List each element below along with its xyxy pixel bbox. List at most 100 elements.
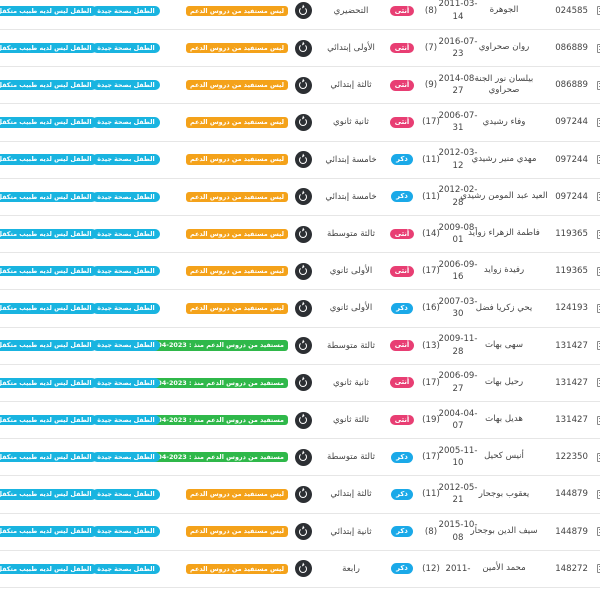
support-cell: ليس مستفيد من دروس الدعم xyxy=(160,514,290,550)
table-row: 086889 روان صحراوي 2016-07- 23 (7) أنثى ا… xyxy=(0,30,600,68)
child-age: (11) xyxy=(422,489,440,500)
history-icon xyxy=(299,416,307,425)
document-icon xyxy=(596,229,600,239)
document-icon xyxy=(596,489,600,499)
school-level: رابعة xyxy=(342,563,360,574)
history-button[interactable] xyxy=(294,560,312,578)
doctor-status-badge: الطفل ليس لديه طبيب متكفل xyxy=(0,526,97,537)
action-cell xyxy=(292,290,314,326)
health-cell: الطفل بصحة جيدة xyxy=(92,179,160,215)
health-cell: الطفل بصحة جيدة xyxy=(92,328,160,364)
sex-cell: ذكر xyxy=(388,439,416,475)
doctor-cell: الطفل ليس لديه طبيب متكفل xyxy=(0,253,97,289)
health-cell: الطفل بصحة جيدة xyxy=(92,514,160,550)
row-icon-cell xyxy=(590,142,600,178)
document-icon xyxy=(596,303,600,313)
health-status-badge: الطفل بصحة جيدة xyxy=(92,42,160,54)
support-cell: ليس مستفيد من دروس الدعم xyxy=(160,30,290,66)
support-cell: ليس مستفيد من دروس الدعم xyxy=(160,67,290,103)
health-status-badge: الطفل بصحة جيدة xyxy=(92,563,160,575)
health-cell: الطفل بصحة جيدة xyxy=(92,476,160,512)
child-name: وفاء رشيدي xyxy=(482,116,526,127)
sex-badge: ذكر xyxy=(391,489,413,500)
table-row: 119365 فاطمة الزهراء زوايد 2009-08- 01 (1… xyxy=(0,216,600,254)
row-icon-cell xyxy=(590,216,600,252)
history-button[interactable] xyxy=(294,485,312,503)
sex-cell: ذكر xyxy=(388,142,416,178)
history-button[interactable] xyxy=(294,374,312,392)
history-button[interactable] xyxy=(294,113,312,131)
doctor-cell: الطفل ليس لديه طبيب متكفل xyxy=(0,67,97,103)
document-icon xyxy=(596,378,600,388)
history-icon xyxy=(299,155,307,164)
school-level: ثالثة متوسطة xyxy=(326,229,376,240)
health-cell: الطفل بصحة جيدة xyxy=(92,216,160,252)
child-age: (17) xyxy=(422,377,440,388)
history-button[interactable] xyxy=(294,2,312,20)
history-button[interactable] xyxy=(294,225,312,243)
support-cell: مستفيد من دروس الدعم منذ : 2023-04-09 xyxy=(141,402,290,438)
child-name: محمد الأمين xyxy=(482,563,526,574)
support-cell: ليس مستفيد من دروس الدعم xyxy=(160,476,290,512)
support-cell: ليس مستفيد من دروس الدعم xyxy=(160,551,290,587)
history-button[interactable] xyxy=(294,39,312,57)
sex-badge: أنثى xyxy=(389,117,415,128)
birth-date-text: 2006-09- 27 xyxy=(438,371,478,394)
family-id: 148272 xyxy=(555,563,588,574)
history-icon xyxy=(299,192,307,201)
birth-date-text: 2009-11- 28 xyxy=(438,334,478,357)
action-cell xyxy=(292,30,314,66)
sex-badge: ذكر xyxy=(391,191,413,203)
health-status-badge: الطفل بصحة جيدة xyxy=(92,377,160,389)
birth-date-text: 2011-03- 14 xyxy=(438,0,478,22)
history-button[interactable] xyxy=(294,299,312,317)
history-button[interactable] xyxy=(294,448,312,466)
document-icon xyxy=(596,266,600,276)
history-button[interactable] xyxy=(294,523,312,541)
history-icon xyxy=(299,490,307,499)
health-cell: الطفل بصحة جيدة xyxy=(92,290,160,326)
health-status-badge: الطفل بصحة جيدة xyxy=(92,303,160,314)
doctor-status-badge: الطفل ليس لديه طبيب متكفل xyxy=(0,452,97,463)
child-name: الجوهرة xyxy=(489,5,519,16)
history-button[interactable] xyxy=(294,76,312,94)
action-cell xyxy=(292,179,314,215)
row-icon-cell xyxy=(590,253,600,289)
sex-cell: أنثى xyxy=(388,30,416,66)
history-button[interactable] xyxy=(294,337,312,355)
birth-date: 2006-07- 31 xyxy=(437,104,479,140)
history-icon xyxy=(299,118,307,127)
support-cell: ليس مستفيد من دروس الدعم xyxy=(160,179,290,215)
school-level: الأولى ثانوي xyxy=(329,266,373,277)
doctor-cell: الطفل ليس لديه طبيب متكفل xyxy=(0,439,97,475)
birth-date: 2016-07- 23 xyxy=(437,30,479,66)
family-id: 097244 xyxy=(555,117,588,128)
health-cell: الطفل بصحة جيدة xyxy=(92,551,160,587)
school-level: ثانية إبتدائي xyxy=(330,526,372,537)
birth-date-text: 2012-02- 28 xyxy=(438,185,478,208)
sex-cell: ذكر xyxy=(388,290,416,326)
birth-date-text: 2014-08- 27 xyxy=(438,73,478,97)
doctor-status-badge: الطفل ليس لديه طبيب متكفل xyxy=(0,80,97,91)
birth-date: 2011-03- 14 xyxy=(437,0,479,29)
birth-date: 2006-09- 16 xyxy=(437,253,479,289)
support-status-badge: ليس مستفيد من دروس الدعم xyxy=(185,154,288,165)
health-status-badge: الطفل بصحة جيدة xyxy=(92,340,160,351)
action-cell xyxy=(292,476,314,512)
birth-date-text: 2009-08- 01 xyxy=(438,222,478,246)
history-button[interactable] xyxy=(294,262,312,280)
sex-badge: ذكر xyxy=(391,303,413,314)
health-status-badge: الطفل بصحة جيدة xyxy=(92,489,160,500)
table-row: 097244 العيد عبد المومن رشيدي 2012-02- 28… xyxy=(0,178,600,216)
child-name: بيلسان نور الجنة صحراوي xyxy=(474,73,534,96)
sex-badge: أنثى xyxy=(389,377,415,389)
history-button[interactable] xyxy=(294,151,312,169)
table-row: 024585 الجوهرة 2011-03- 14 (8) أنثى التحض… xyxy=(0,0,600,30)
doctor-status-badge: الطفل ليس لديه طبيب متكفل xyxy=(0,191,97,203)
history-button[interactable] xyxy=(294,188,312,206)
table-row: 119365 رفيدة زوايد 2006-09- 16 (17) أنثى … xyxy=(0,253,600,291)
doctor-cell: الطفل ليس لديه طبيب متكفل xyxy=(0,104,97,140)
health-status-badge: الطفل بصحة جيدة xyxy=(92,117,160,128)
history-button[interactable] xyxy=(294,411,312,429)
history-icon xyxy=(299,81,307,90)
